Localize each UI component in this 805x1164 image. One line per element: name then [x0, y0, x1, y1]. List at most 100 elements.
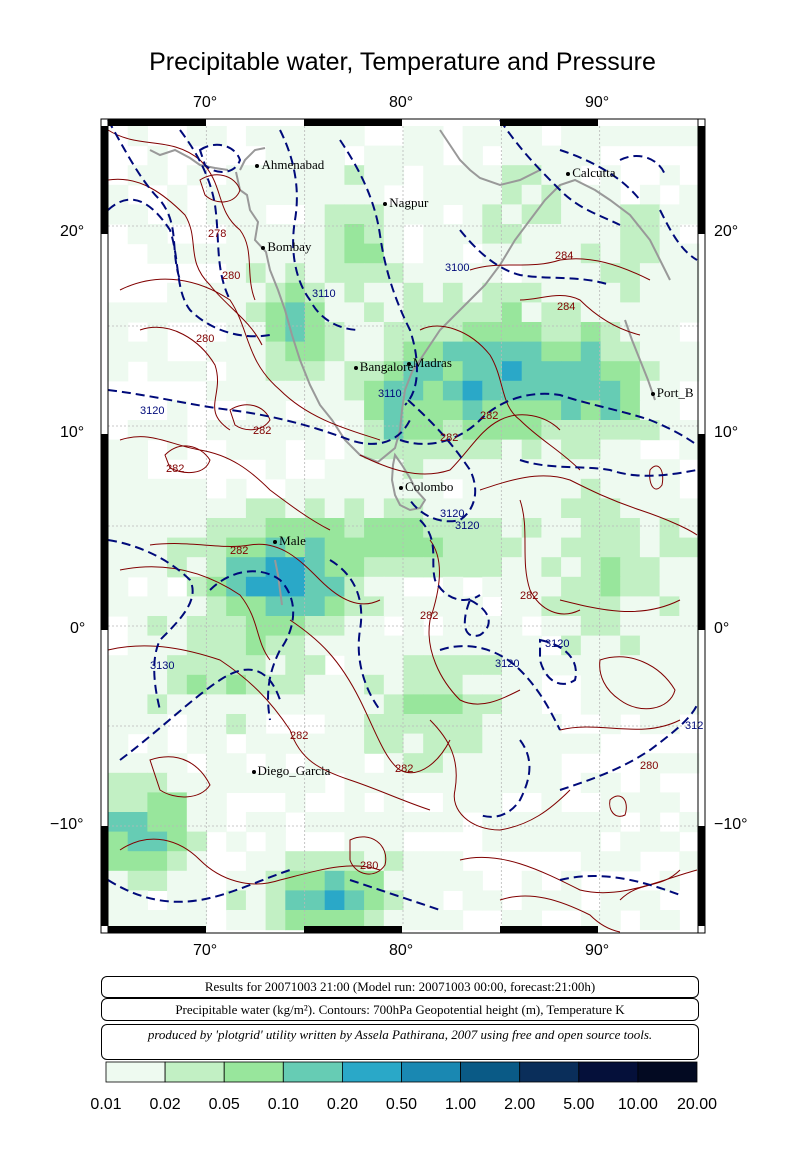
pw-cell — [265, 733, 286, 754]
pw-cell — [423, 753, 444, 774]
pw-cell — [521, 714, 542, 735]
pw-cell — [364, 694, 385, 715]
pw-cell — [147, 831, 168, 852]
pw-cell — [245, 812, 267, 833]
pw-cell — [659, 910, 680, 931]
pw-cell — [600, 812, 621, 833]
pw-cell — [639, 224, 661, 245]
pw-cell — [324, 890, 345, 911]
pw-cell — [265, 224, 286, 245]
pw-cell — [482, 792, 503, 813]
pw-cell — [541, 478, 562, 499]
pw-cell — [226, 498, 247, 519]
pw-cell — [206, 302, 227, 323]
pw-cell — [245, 420, 267, 441]
pw-cell — [639, 322, 661, 343]
pw-cell — [344, 498, 365, 519]
pw-cell — [639, 772, 661, 793]
pw-cell — [462, 498, 483, 519]
pw-cell — [482, 733, 503, 754]
pw-cell — [305, 126, 326, 147]
pw-cell — [462, 439, 483, 460]
pw-cell — [344, 753, 365, 774]
pw-cell — [620, 400, 641, 421]
pw-cell — [383, 812, 405, 833]
pw-cell — [482, 557, 503, 578]
temperature-contour-label: 282 — [166, 463, 185, 475]
temperature-contour-label: 282 — [520, 590, 539, 602]
pw-cell — [442, 518, 464, 539]
pw-cell — [659, 400, 680, 421]
pw-cell — [383, 145, 405, 166]
pw-cell — [226, 224, 247, 245]
pw-cell — [324, 635, 345, 656]
pw-cell — [462, 518, 483, 539]
pw-cell — [659, 537, 680, 558]
pw-cell — [639, 361, 661, 382]
pw-cell — [127, 812, 148, 833]
pw-cell — [364, 596, 385, 617]
pw-cell — [167, 243, 188, 264]
pw-cell — [620, 635, 641, 656]
pw-cell — [108, 772, 129, 793]
pw-cell — [383, 733, 405, 754]
pw-cell — [324, 282, 345, 303]
pw-cell — [541, 302, 562, 323]
pw-cell — [600, 400, 621, 421]
pw-cell — [521, 772, 542, 793]
pw-cell — [679, 282, 700, 303]
pw-cell — [541, 420, 562, 441]
pw-cell — [305, 341, 326, 362]
pw-cell — [502, 910, 523, 931]
pw-cell — [383, 341, 405, 362]
pw-cell — [364, 322, 385, 343]
pw-cell — [423, 184, 444, 205]
pw-cell — [108, 910, 129, 931]
pw-cell — [226, 341, 247, 362]
pw-cell — [226, 204, 247, 225]
pw-cell — [383, 596, 405, 617]
pw-cell — [600, 596, 621, 617]
pw-cell — [108, 851, 129, 872]
pw-cell — [344, 361, 365, 382]
pw-cell — [344, 420, 365, 441]
city-label: Bombay — [267, 239, 312, 254]
pw-cell — [344, 400, 365, 421]
pw-cell — [167, 420, 188, 441]
city-marker — [353, 366, 358, 370]
pw-cell — [561, 498, 582, 519]
lat-tick-right-minus10: −10° — [714, 816, 748, 833]
geopotential-contour-label: 3100 — [445, 262, 470, 274]
pw-cell — [423, 380, 444, 401]
pw-cell — [462, 478, 483, 499]
pw-cell — [561, 439, 582, 460]
pw-cell — [521, 655, 542, 676]
results-info-box: Results for 20071003 21:00 (Model run: 2… — [101, 976, 699, 998]
pw-cell — [305, 478, 326, 499]
pw-cell — [265, 439, 286, 460]
pw-cell — [423, 890, 444, 911]
pw-cell — [324, 498, 345, 519]
pw-cell — [364, 635, 385, 656]
pw-cell — [147, 753, 168, 774]
pw-cell — [127, 439, 148, 460]
pw-cell — [580, 733, 602, 754]
pw-cell — [305, 694, 326, 715]
pw-cell — [561, 126, 582, 147]
pw-cell — [502, 635, 523, 656]
pw-cell — [383, 380, 405, 401]
pw-cell — [620, 851, 641, 872]
pw-cell — [541, 341, 562, 362]
pw-cell — [305, 282, 326, 303]
pw-cell — [423, 459, 444, 480]
lon-tick-bottom-70: 70° — [193, 942, 218, 959]
pw-cell — [324, 616, 345, 637]
city-label: Madras — [412, 355, 452, 370]
pw-cell — [442, 263, 464, 284]
pw-cell — [344, 302, 365, 323]
pw-cell — [245, 674, 267, 695]
pw-cell — [305, 420, 326, 441]
pw-cell — [167, 772, 188, 793]
pw-cell — [265, 831, 286, 852]
pw-cell — [265, 498, 286, 519]
